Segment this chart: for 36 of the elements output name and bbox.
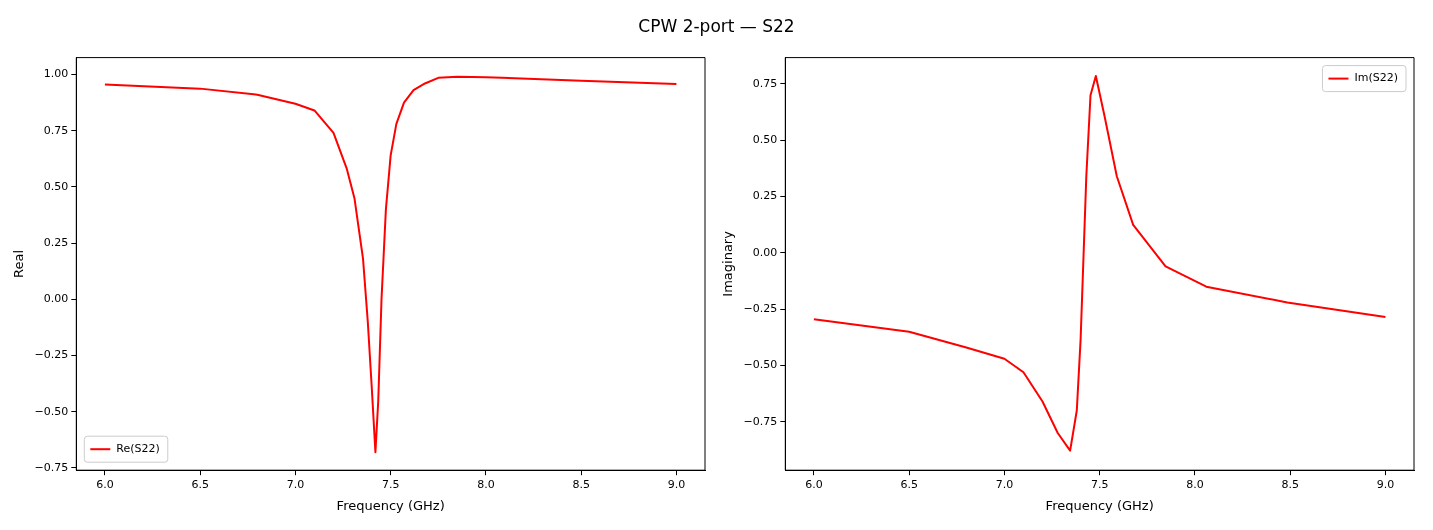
- x-tick-label: 6.0: [96, 477, 114, 491]
- x-axis-title: Frequency (GHz): [336, 497, 445, 513]
- x-tick-label: 8.5: [1281, 477, 1299, 491]
- x-tick-label: 7.5: [1090, 477, 1109, 491]
- y-tick-label: 0.25: [43, 235, 69, 249]
- y-tick-label: 0.75: [43, 123, 69, 137]
- x-tick-label: 8.5: [572, 477, 590, 491]
- legend-label: Im(S22): [1354, 71, 1399, 85]
- y-tick-label: 0.25: [752, 189, 778, 203]
- y-tick-label: 0.75: [752, 76, 778, 90]
- chart-title: CPW 2-port — S22: [637, 15, 796, 38]
- x-tick-label: 7.0: [286, 477, 305, 491]
- y-tick-label: 0.00: [752, 245, 778, 259]
- x-tick-label: 6.5: [900, 477, 918, 491]
- y-axis-title: Imaginary: [720, 230, 736, 297]
- x-tick-label: 8.0: [1186, 477, 1204, 491]
- y-tick-label: −0.25: [34, 348, 69, 362]
- legend-label: Re(S22): [116, 442, 160, 456]
- y-tick-label: −0.50: [743, 358, 778, 372]
- y-tick-label: 1.00: [43, 67, 69, 81]
- y-tick-label: −0.50: [34, 404, 69, 418]
- x-axis-title: Frequency (GHz): [1045, 497, 1154, 513]
- x-tick-label: 9.0: [1376, 477, 1395, 491]
- y-tick-label: 0.00: [43, 292, 69, 306]
- y-tick-label: 0.50: [43, 179, 69, 193]
- x-tick-label: 7.0: [995, 477, 1014, 491]
- x-tick-label: 7.5: [381, 477, 400, 491]
- y-tick-label: −0.75: [743, 414, 778, 428]
- x-tick-label: 6.0: [805, 477, 823, 491]
- y-axis-title: Real: [11, 249, 27, 278]
- y-tick-label: −0.75: [34, 460, 69, 474]
- x-tick-label: 9.0: [667, 477, 686, 491]
- x-tick-label: 8.0: [477, 477, 495, 491]
- x-tick-label: 6.5: [191, 477, 209, 491]
- y-tick-label: −0.25: [743, 302, 778, 316]
- y-tick-label: 0.50: [752, 133, 778, 147]
